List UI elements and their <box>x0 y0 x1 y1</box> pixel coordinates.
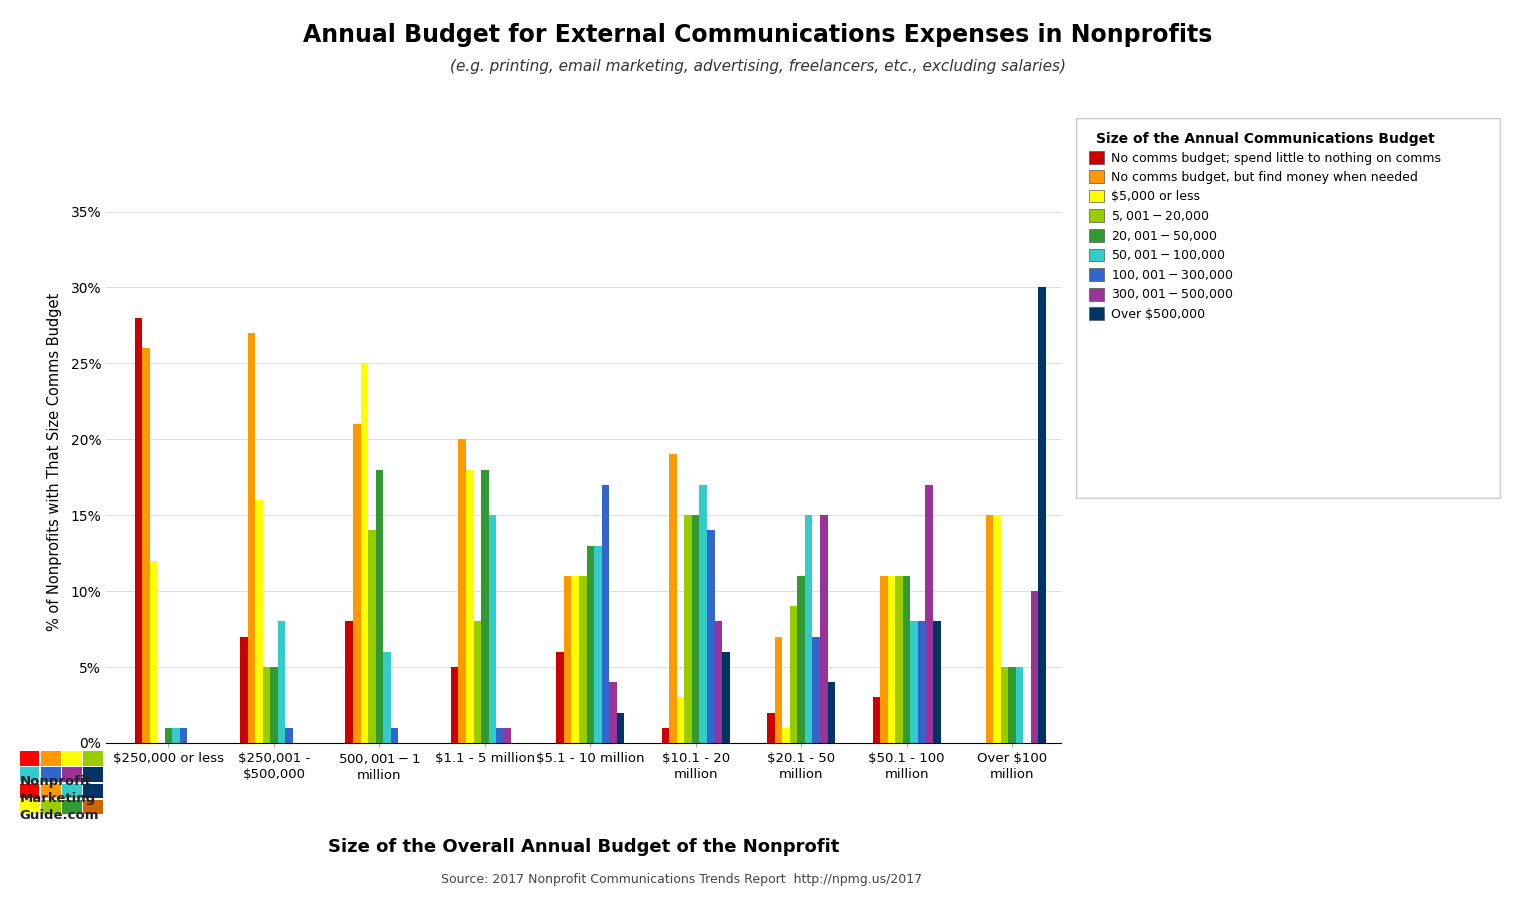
Bar <box>594 545 601 743</box>
Bar <box>767 712 774 743</box>
Bar <box>700 485 708 743</box>
Bar <box>368 530 376 743</box>
Bar <box>1009 667 1017 743</box>
Bar <box>586 545 594 743</box>
Bar <box>812 637 820 743</box>
Bar <box>685 516 692 743</box>
Bar <box>247 333 255 743</box>
Bar <box>827 682 835 743</box>
Bar <box>391 728 398 743</box>
Bar <box>495 728 503 743</box>
Bar <box>1017 667 1023 743</box>
Bar <box>933 622 941 743</box>
Bar <box>165 728 173 743</box>
Bar <box>579 576 586 743</box>
Bar <box>994 516 1001 743</box>
Bar <box>262 667 270 743</box>
Bar <box>270 667 277 743</box>
Bar <box>1001 667 1009 743</box>
Bar <box>467 469 474 743</box>
Bar <box>239 637 247 743</box>
Bar <box>677 698 685 743</box>
Bar <box>662 728 670 743</box>
Bar <box>459 439 467 743</box>
Bar <box>926 485 933 743</box>
Bar <box>911 622 918 743</box>
Bar <box>255 500 262 743</box>
Bar <box>804 516 812 743</box>
Bar <box>789 606 797 743</box>
Bar <box>888 576 895 743</box>
Bar <box>503 728 511 743</box>
Bar <box>142 348 150 743</box>
Bar <box>482 469 488 743</box>
Bar <box>918 622 926 743</box>
Bar <box>715 622 723 743</box>
Bar <box>609 682 617 743</box>
Bar <box>797 576 804 743</box>
Text: Source: 2017 Nonprofit Communications Trends Report  http://npmg.us/2017: Source: 2017 Nonprofit Communications Tr… <box>441 873 923 886</box>
Bar <box>488 516 495 743</box>
Text: Nonprofit
Marketing
Guide.com: Nonprofit Marketing Guide.com <box>20 775 98 822</box>
Bar <box>135 318 142 743</box>
Text: Size of the Overall Annual Budget of the Nonprofit: Size of the Overall Annual Budget of the… <box>327 838 839 856</box>
Bar <box>1030 591 1038 743</box>
Bar <box>150 561 158 743</box>
Bar <box>617 712 624 743</box>
Bar <box>180 728 188 743</box>
Bar <box>774 637 782 743</box>
Bar <box>556 651 564 743</box>
Bar <box>353 424 361 743</box>
Bar <box>873 698 880 743</box>
Bar <box>383 651 391 743</box>
Bar <box>986 516 994 743</box>
Bar <box>361 363 368 743</box>
Y-axis label: % of Nonprofits with That Size Comms Budget: % of Nonprofits with That Size Comms Bud… <box>47 293 62 631</box>
Bar <box>285 728 292 743</box>
Bar <box>903 576 911 743</box>
Bar <box>1038 287 1045 743</box>
Bar <box>571 576 579 743</box>
Text: (e.g. printing, email marketing, advertising, freelancers, etc., excluding salar: (e.g. printing, email marketing, adverti… <box>450 59 1065 74</box>
Bar <box>820 516 827 743</box>
Bar <box>173 728 180 743</box>
Bar <box>376 469 383 743</box>
Legend: No comms budget; spend little to nothing on comms, No comms budget, but find mon: No comms budget; spend little to nothing… <box>1082 124 1448 328</box>
Bar <box>451 667 459 743</box>
Bar <box>277 622 285 743</box>
Bar <box>723 651 730 743</box>
Bar <box>895 576 903 743</box>
Bar <box>708 530 715 743</box>
Bar <box>782 728 789 743</box>
Bar <box>670 455 677 743</box>
Bar <box>345 622 353 743</box>
Bar <box>692 516 700 743</box>
Bar <box>601 485 609 743</box>
Bar <box>880 576 888 743</box>
Text: Annual Budget for External Communications Expenses in Nonprofits: Annual Budget for External Communication… <box>303 23 1212 46</box>
Bar <box>564 576 571 743</box>
Bar <box>474 622 482 743</box>
